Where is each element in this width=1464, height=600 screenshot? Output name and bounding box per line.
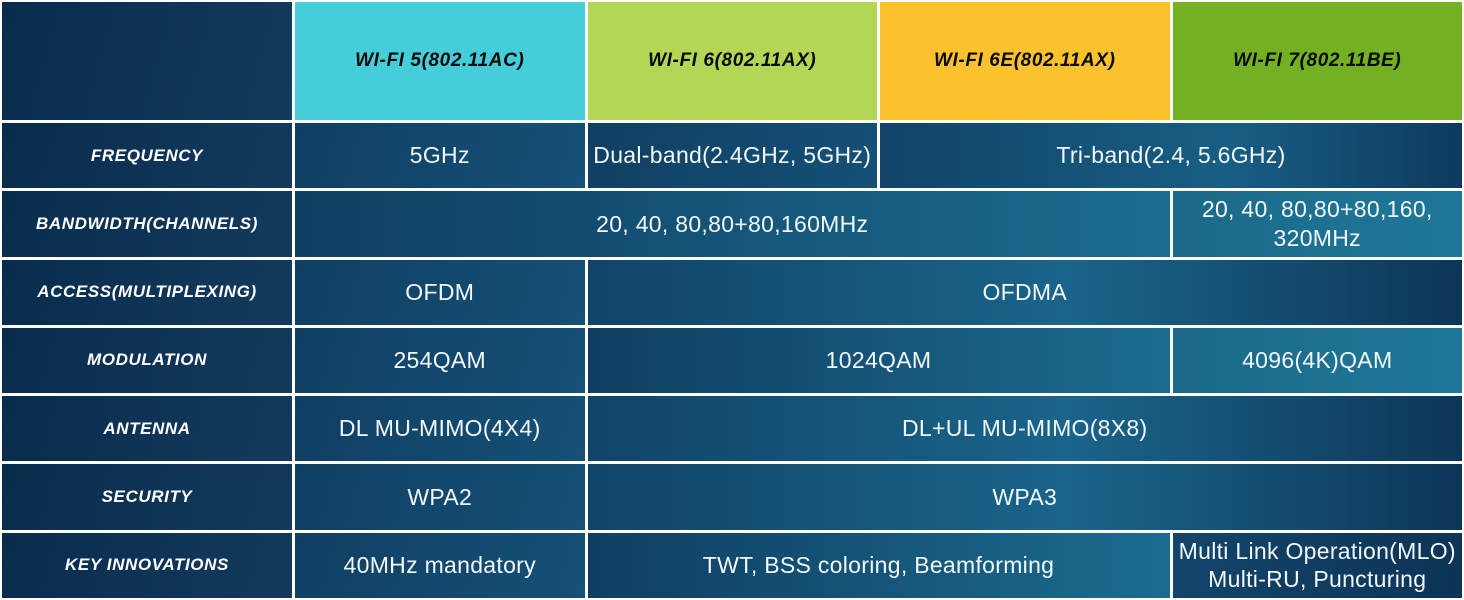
table-cell: DL MU-MIMO(4X4) [295, 396, 585, 462]
table-cell: OFDMA [587, 259, 1462, 325]
header-wifi-col-1: WI-FI 5(802.11AC) [295, 2, 585, 120]
table-cell: WPA2 [295, 464, 585, 530]
table-cell: 1024QAM [587, 327, 1170, 394]
row-label-access-multiplexing-: ACCESS(MULTIPLEXING) [2, 259, 292, 325]
row-label-security: SECURITY [2, 464, 292, 530]
table-cell: 5GHz [295, 123, 585, 189]
table-cell: 254QAM [295, 327, 585, 394]
table-cell: Tri-band(2.4, 5.6GHz) [880, 123, 1462, 189]
row-label-key-innovations: KEY INNOVATIONS [2, 532, 292, 598]
row-label-modulation: MODULATION [2, 327, 292, 394]
table-cell: 4096(4K)QAM [1172, 327, 1462, 394]
table-cell: 20, 40, 80,80+80,160, 320MHz [1172, 191, 1462, 257]
table-cell: Dual-band(2.4GHz, 5GHz) [587, 123, 877, 189]
header-wifi-col-4: WI-FI 7(802.11BE) [1172, 2, 1462, 120]
row-label-bandwidth-channels-: BANDWIDTH(CHANNELS) [2, 191, 292, 257]
table-cell: TWT, BSS coloring, Beamforming [587, 532, 1170, 598]
row-label-frequency: FREQUENCY [2, 123, 292, 189]
table-cell: DL+UL MU-MIMO(8X8) [587, 396, 1462, 462]
table-cell: Multi Link Operation(MLO) Multi-RU, Punc… [1172, 532, 1462, 598]
table-cell: 20, 40, 80,80+80,160MHz [295, 191, 1170, 257]
row-label-antenna: ANTENNA [2, 396, 292, 462]
table-cell: 40MHz mandatory [295, 532, 585, 598]
header-wifi-col-3: WI-FI 6E(802.11AX) [880, 2, 1170, 120]
table-cell: OFDM [295, 259, 585, 325]
header-wifi-col-2: WI-FI 6(802.11AX) [587, 2, 877, 120]
table-cell: WPA3 [587, 464, 1462, 530]
header-corner [2, 2, 292, 120]
